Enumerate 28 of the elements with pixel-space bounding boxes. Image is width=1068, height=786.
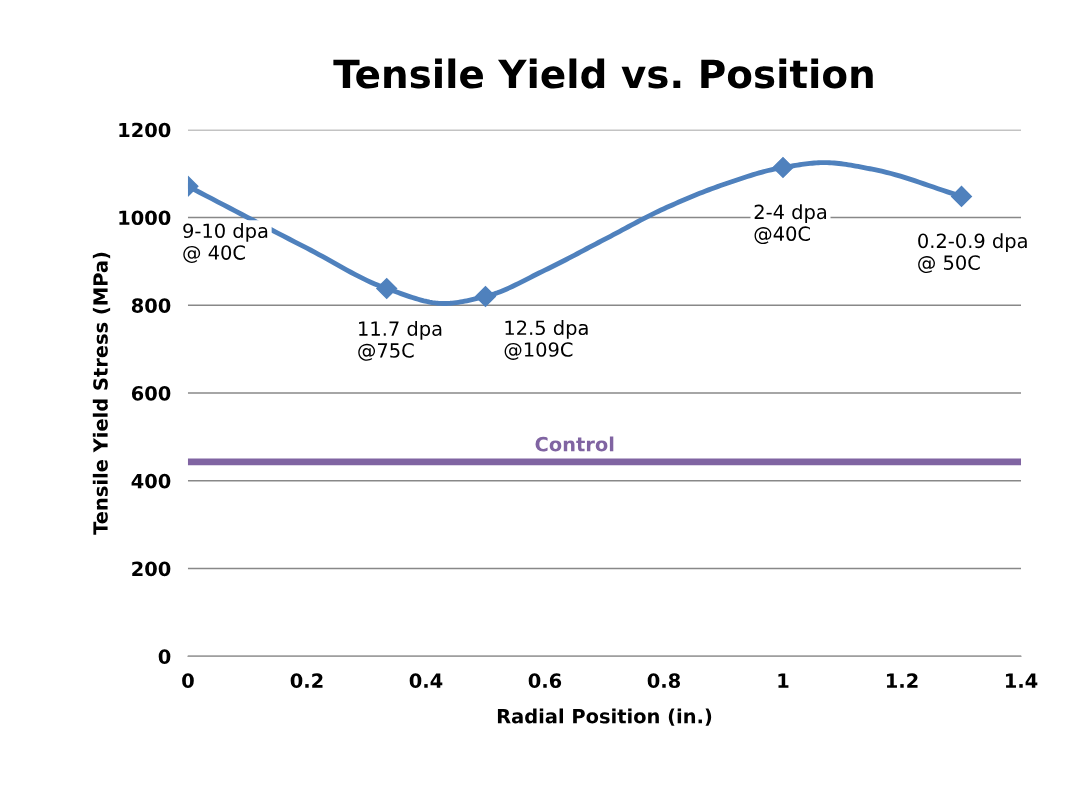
x-tick-label: 0.8 — [647, 673, 681, 689]
x-axis-title: Radial Position (in.) — [497, 708, 712, 726]
point — [772, 156, 794, 178]
y-tick-label: 800 — [131, 298, 171, 313]
annotation: 2-4 dpa @40C — [754, 204, 827, 245]
y-tick-label: 1200 — [119, 122, 171, 138]
point — [376, 278, 398, 300]
annotation: 0.2-0.9 dpa @ 50C — [918, 233, 1027, 274]
x-tick-label: 1 — [778, 673, 789, 688]
x-tick-label: 0.4 — [409, 673, 443, 689]
annotation: 9-10 dpa @ 40C — [183, 223, 268, 263]
ref-line-label: Control — [535, 436, 614, 452]
point — [950, 185, 973, 207]
y-axis-title: Tensile Yield Stress (MPa) — [92, 252, 111, 535]
x-tick-label: 0.2 — [290, 673, 323, 689]
y-tick-label: 0 — [158, 649, 171, 664]
y-tick-label: 600 — [131, 385, 171, 401]
chart-title: Tensile Yield vs. Position — [333, 58, 873, 89]
y-tick-label: 400 — [131, 473, 171, 489]
y-tick-label: 1000 — [119, 210, 171, 226]
x-tick-label: 1.2 — [886, 673, 918, 688]
annotation: 12.5 dpa @109C — [504, 320, 588, 360]
x-tick-label: 1.4 — [1005, 673, 1038, 688]
point — [474, 285, 496, 307]
x-tick-label: 0 — [182, 673, 194, 689]
x-tick-label: 0.6 — [528, 673, 562, 689]
y-tick-label: 200 — [132, 561, 171, 577]
annotation: 11.7 dpa @75C — [358, 320, 442, 361]
